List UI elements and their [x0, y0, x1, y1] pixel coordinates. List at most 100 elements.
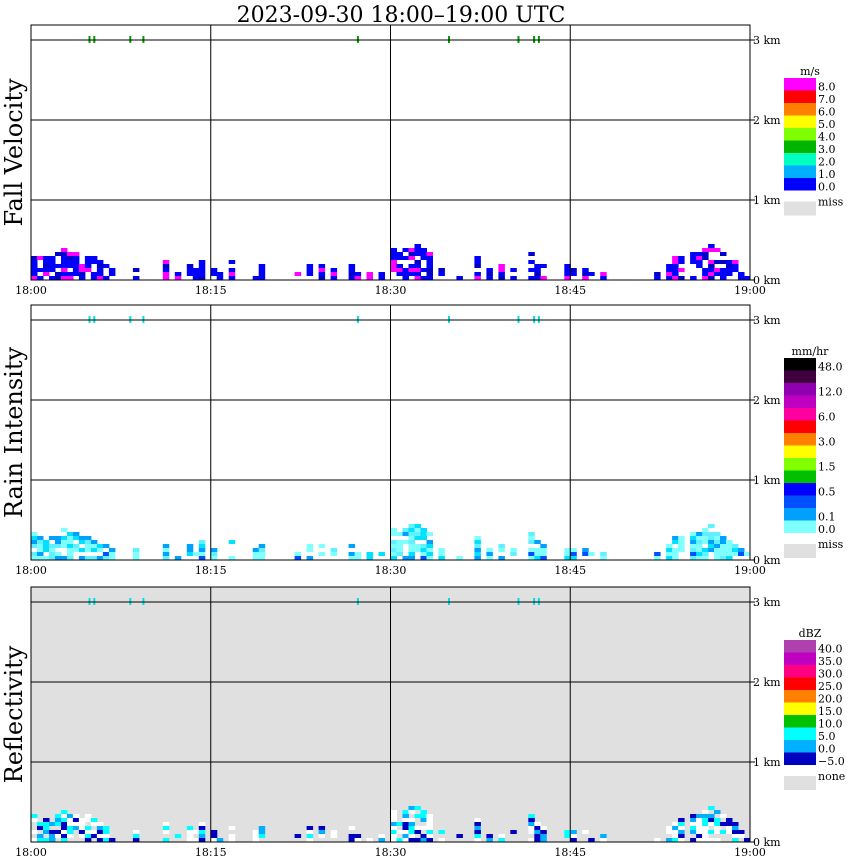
data-cell	[108, 268, 116, 272]
y-tick-label: 0 km	[753, 554, 781, 567]
data-cell	[534, 276, 541, 280]
data-cell	[396, 544, 403, 548]
data-cell	[210, 834, 218, 838]
data-cell	[43, 260, 50, 264]
data-cell	[714, 556, 721, 560]
data-cell	[714, 552, 721, 556]
data-cell	[702, 818, 709, 822]
data-cell	[438, 548, 445, 552]
data-cell	[690, 552, 697, 556]
data-cell	[37, 826, 44, 830]
data-cell	[474, 818, 481, 822]
colorbar-unit: m/s	[800, 65, 820, 78]
data-cell	[726, 268, 733, 272]
data-cell	[402, 818, 409, 822]
data-cell	[666, 272, 673, 276]
data-cell	[720, 268, 727, 272]
data-cell	[414, 548, 421, 552]
data-cell	[714, 826, 721, 830]
data-cell	[55, 540, 62, 544]
data-cell	[528, 260, 535, 264]
data-cell	[486, 276, 493, 280]
y-tick-label: 3 km	[753, 314, 781, 327]
data-cell	[90, 830, 98, 834]
data-cell	[132, 830, 140, 834]
data-cell	[564, 264, 571, 268]
data-cell	[654, 838, 661, 842]
data-cell	[408, 822, 415, 826]
data-cell	[654, 552, 661, 556]
colorbar-cell	[784, 702, 816, 715]
data-cell	[570, 838, 577, 842]
data-cell	[90, 548, 98, 552]
data-cell	[672, 536, 679, 540]
data-cell	[474, 260, 481, 264]
data-cell	[408, 806, 415, 810]
y-tick-label: 2 km	[753, 394, 781, 407]
data-cell	[540, 264, 547, 268]
data-cell	[672, 268, 679, 272]
data-cell	[426, 532, 433, 536]
data-cell	[390, 248, 397, 252]
x-tick-label: 18:30	[375, 284, 407, 297]
data-cell	[600, 838, 607, 842]
data-cell	[414, 536, 421, 540]
data-cell	[672, 826, 679, 830]
data-cell	[732, 552, 739, 556]
data-cell	[102, 544, 110, 548]
data-cell	[61, 260, 68, 264]
data-cell	[378, 272, 385, 276]
data-cell	[354, 834, 362, 838]
data-cell	[90, 556, 98, 560]
data-cell	[132, 556, 140, 560]
data-cell	[330, 830, 338, 834]
data-cell	[390, 528, 397, 532]
colorbar-cell	[784, 652, 816, 665]
data-cell	[402, 830, 409, 834]
data-cell	[55, 834, 62, 838]
colorbar-label: 3.0	[818, 143, 836, 156]
data-cell	[61, 276, 68, 280]
data-cell	[414, 806, 421, 810]
colorbar-cell	[784, 408, 816, 421]
colorbar-label: 0.5	[818, 486, 836, 499]
data-cell	[174, 272, 182, 276]
data-cell	[582, 548, 589, 552]
data-cell	[666, 556, 673, 560]
data-cell	[582, 276, 589, 280]
data-cell	[198, 540, 206, 544]
data-cell	[714, 838, 721, 842]
data-cell	[744, 838, 751, 842]
data-cell	[49, 834, 56, 838]
panel-ylabel: Fall Velocity	[0, 78, 28, 227]
data-cell	[738, 830, 745, 834]
data-cell	[132, 838, 140, 842]
data-cell	[696, 256, 703, 260]
data-cell	[414, 524, 421, 528]
data-cell	[306, 264, 314, 268]
data-cell	[78, 540, 86, 544]
data-cell	[198, 276, 206, 280]
data-cell	[390, 260, 397, 264]
data-cell	[702, 256, 709, 260]
data-cell	[708, 260, 715, 264]
colorbar-cell	[784, 165, 816, 178]
data-cell	[318, 826, 326, 830]
data-cell	[396, 268, 403, 272]
data-cell	[348, 544, 356, 548]
data-cell	[330, 548, 338, 552]
data-cell	[210, 838, 218, 842]
data-cell	[43, 548, 50, 552]
data-cell	[354, 272, 362, 276]
data-cell	[678, 540, 685, 544]
data-cell	[702, 252, 709, 256]
data-cell	[714, 248, 721, 252]
data-cell	[396, 256, 403, 260]
data-cell	[408, 818, 415, 822]
colorbar-miss	[784, 201, 816, 216]
data-cell	[708, 248, 715, 252]
data-cell	[390, 818, 397, 822]
data-cell	[258, 830, 266, 834]
data-cell	[37, 822, 44, 826]
data-cell	[258, 268, 266, 272]
